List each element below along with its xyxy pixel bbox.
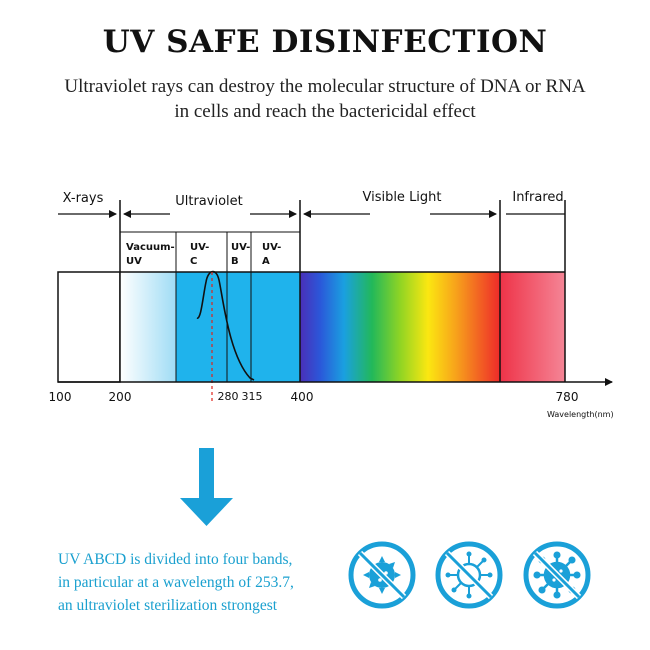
uvc-label-1: UV- [190,242,209,253]
bacteria-crossed-icon [348,541,416,609]
uvb-label-2: B [231,256,239,267]
coronavirus-crossed-icon [523,541,591,609]
visible-light-label: Visible Light [362,190,441,205]
tick-280: 280 [218,390,239,403]
virus-crossed-icon [435,541,503,609]
xrays-label: X-rays [63,191,104,206]
tick-400: 400 [291,390,314,404]
uva-label-1: UV- [262,242,281,253]
tick-780: 780 [556,390,579,404]
page-title: UV SAFE DISINFECTION [102,24,548,60]
subtitle-line-1: Ultraviolet rays can destroy the molecul… [64,76,586,97]
uv-bands-description: UV ABCD is divided into four bands, in p… [58,548,348,617]
germicidal-curve [196,270,255,381]
xray-band [57,271,121,383]
uv-band [176,272,300,382]
page-subtitle: Ultraviolet rays can destroy the molecul… [20,74,630,124]
uvb-label-1: UV- [231,242,250,253]
tick-200: 200 [109,390,132,404]
uva-label-2: A [262,256,270,267]
uvc-label-2: C [190,256,197,267]
axis-label: Wavelength(nm) [547,410,614,419]
down-arrow-icon [180,448,233,526]
infrared-band [500,272,565,382]
subtitle-line-2: in cells and reach the bactericidal effe… [174,101,476,122]
description-line-1: UV ABCD is divided into four bands, [58,551,293,568]
description-line-3: an ultraviolet sterilization strongest [58,597,278,614]
vacuum-uv-label-1: Vacuum- [126,242,175,253]
ultraviolet-label: Ultraviolet [175,194,243,209]
infrared-label: Infrared [512,190,563,205]
vacuum-uv-band [120,272,176,382]
tick-315: 315 [242,390,263,403]
tick-100: 100 [49,390,72,404]
description-line-2: in particular at a wavelength of 253.7, [58,574,294,591]
vacuum-uv-label-2: UV [126,256,142,267]
visible-band [300,272,500,382]
